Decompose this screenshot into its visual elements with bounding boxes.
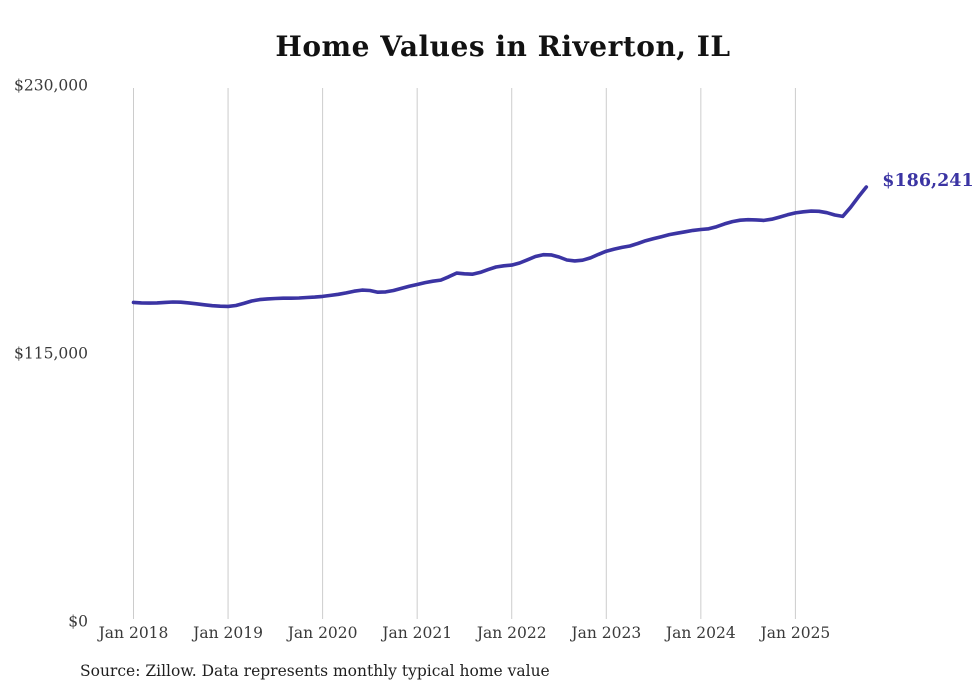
x-tick-label: Jan 2019 bbox=[191, 624, 263, 642]
x-tick-label: Jan 2023 bbox=[569, 624, 641, 642]
y-axis-tick-labels: $0 $115,000 $230,000 bbox=[14, 77, 88, 631]
chart-title: Home Values in Riverton, IL bbox=[275, 30, 731, 63]
x-axis-tick-labels: Jan 2018 Jan 2019 Jan 2020 Jan 2021 Jan 2022… bbox=[97, 624, 831, 642]
x-tick-label: Jan 2021 bbox=[380, 624, 452, 642]
x-tick-label: Jan 2020 bbox=[286, 624, 358, 642]
end-value-label: $186,241 bbox=[882, 171, 973, 191]
y-tick-label: $230,000 bbox=[14, 77, 88, 95]
source-note: Source: Zillow. Data represents monthly … bbox=[80, 662, 550, 680]
y-tick-label: $115,000 bbox=[14, 345, 88, 363]
x-tick-label: Jan 2018 bbox=[97, 624, 169, 642]
x-tick-label: Jan 2025 bbox=[758, 624, 830, 642]
x-tick-label: Jan 2022 bbox=[475, 624, 547, 642]
x-tick-label: Jan 2024 bbox=[664, 624, 736, 642]
home-value-trend-line bbox=[131, 185, 869, 309]
vertical-gridlines bbox=[133, 88, 796, 619]
y-tick-label: $0 bbox=[68, 613, 88, 631]
